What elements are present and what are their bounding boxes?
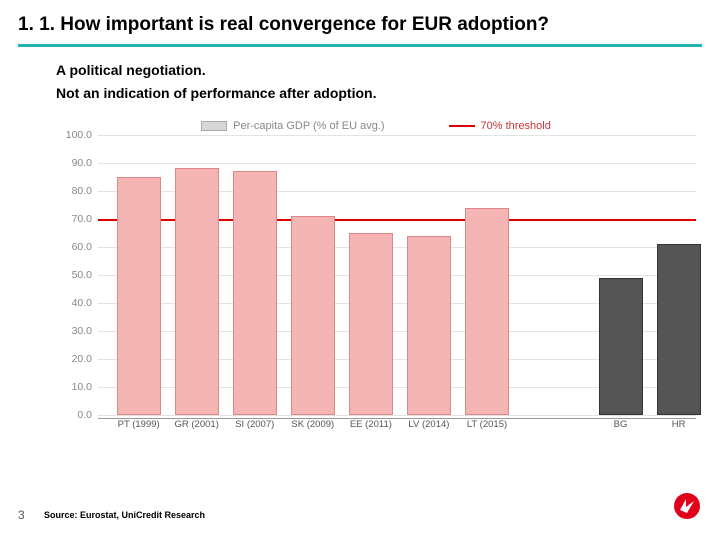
x-tick-label: LV (2014) bbox=[408, 419, 449, 430]
y-tick-label: 10.0 bbox=[72, 381, 92, 393]
legend-swatch-bar bbox=[201, 121, 227, 131]
slide-title: 1. 1. How important is real convergence … bbox=[18, 14, 702, 36]
x-tick-label: HR bbox=[672, 419, 686, 430]
y-tick-label: 70.0 bbox=[72, 213, 92, 225]
legend-swatch-line bbox=[449, 125, 475, 127]
legend-item-series: Per-capita GDP (% of EU avg.) bbox=[201, 120, 384, 132]
bar bbox=[407, 236, 451, 415]
y-tick-label: 0.0 bbox=[77, 409, 92, 421]
y-tick-label: 40.0 bbox=[72, 297, 92, 309]
x-tick-label: EE (2011) bbox=[350, 419, 392, 430]
x-tick-label: SK (2009) bbox=[291, 419, 334, 430]
legend-label-threshold: 70% threshold bbox=[481, 120, 551, 132]
bar bbox=[291, 216, 335, 415]
legend-item-threshold: 70% threshold bbox=[449, 120, 551, 132]
bar bbox=[175, 168, 219, 414]
footer: 3 Source: Eurostat, UniCredit Research bbox=[18, 508, 702, 522]
y-tick-label: 50.0 bbox=[72, 269, 92, 281]
bar bbox=[349, 233, 393, 415]
x-tick-label: BG bbox=[614, 419, 628, 430]
page-number: 3 bbox=[18, 508, 38, 522]
y-tick-label: 20.0 bbox=[72, 353, 92, 365]
chart-plot: 0.010.020.030.040.050.060.070.080.090.01… bbox=[56, 135, 696, 415]
x-tick-label: LT (2015) bbox=[467, 419, 507, 430]
chart-legend: Per-capita GDP (% of EU avg.) 70% thresh… bbox=[56, 117, 696, 135]
source-text: Source: Eurostat, UniCredit Research bbox=[44, 510, 205, 520]
x-tick-label: GR (2001) bbox=[175, 419, 219, 430]
brand-logo bbox=[672, 491, 702, 526]
x-tick-label: PT (1999) bbox=[118, 419, 160, 430]
legend-label-series: Per-capita GDP (% of EU avg.) bbox=[233, 120, 384, 132]
y-tick-label: 60.0 bbox=[72, 241, 92, 253]
bar bbox=[465, 208, 509, 415]
chart: Per-capita GDP (% of EU avg.) 70% thresh… bbox=[56, 117, 696, 447]
bar bbox=[599, 278, 643, 415]
y-tick-label: 30.0 bbox=[72, 325, 92, 337]
y-tick-label: 100.0 bbox=[66, 129, 92, 141]
x-tick-label: SI (2007) bbox=[235, 419, 274, 430]
bar bbox=[233, 171, 277, 415]
title-rule bbox=[18, 44, 702, 47]
y-axis-labels: 0.010.020.030.040.050.060.070.080.090.01… bbox=[56, 135, 96, 415]
bar bbox=[117, 177, 161, 415]
subtitle-line-1: A political negotiation. bbox=[56, 61, 702, 80]
x-axis-labels: PT (1999) GR (2001) SI (2007) SK (2009) EE (… bbox=[98, 419, 696, 439]
y-tick-label: 80.0 bbox=[72, 185, 92, 197]
subtitle-line-2: Not an indication of performance after a… bbox=[56, 84, 702, 103]
bar bbox=[657, 244, 701, 415]
y-tick-label: 90.0 bbox=[72, 157, 92, 169]
chart-bars bbox=[98, 135, 696, 415]
gridline bbox=[98, 415, 696, 416]
